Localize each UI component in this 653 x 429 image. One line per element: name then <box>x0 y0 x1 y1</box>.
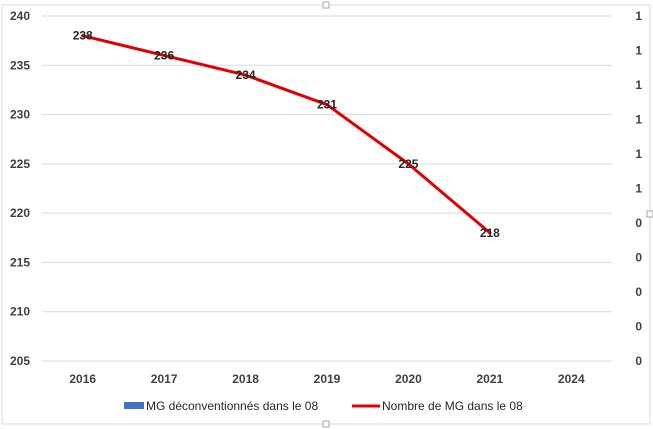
legend-swatch-bar <box>124 402 144 409</box>
y2-tick-label: 1 <box>635 182 642 196</box>
y-tick-label: 240 <box>10 9 30 23</box>
data-label: 234 <box>236 68 256 82</box>
x-tick-label: 2016 <box>69 372 96 386</box>
x-tick-label: 2021 <box>477 372 504 386</box>
chart-frame <box>1 4 651 425</box>
y-tick-label: 225 <box>10 157 30 171</box>
data-label: 236 <box>154 48 174 62</box>
x-tick-label: 2017 <box>151 372 178 386</box>
data-label: 218 <box>480 226 500 240</box>
gridlines <box>42 15 612 362</box>
legend-label-bar: MG déconventionnés dans le 08 <box>146 399 318 413</box>
legend: MG déconventionnés dans le 08 Nombre de M… <box>124 399 523 413</box>
x-axis: 2016 2017 2018 2019 2020 2021 2024 <box>69 372 585 386</box>
data-label: 238 <box>73 29 93 43</box>
y-tick-label: 235 <box>10 58 30 72</box>
y2-tick-label: 1 <box>635 147 642 161</box>
y-tick-label: 220 <box>10 206 30 220</box>
y2-tick-label: 0 <box>635 216 642 230</box>
line-point <box>244 73 248 77</box>
line-point <box>325 103 329 107</box>
series-layer <box>81 34 492 235</box>
data-label: 225 <box>398 157 418 171</box>
data-labels: 238 236 234 231 225 218 <box>73 29 500 240</box>
y2-tick-label: 0 <box>635 285 642 299</box>
resize-handle <box>322 420 330 428</box>
y-axis-secondary: 1 1 1 1 1 1 0 0 0 0 0 <box>635 9 642 368</box>
resize-handles <box>322 1 653 428</box>
resize-handle <box>322 1 330 9</box>
series-line-nombre-mg <box>81 34 492 235</box>
x-tick-label: 2020 <box>395 372 422 386</box>
y2-tick-label: 0 <box>635 320 642 334</box>
data-label: 231 <box>317 98 337 112</box>
y2-tick-label: 0 <box>635 354 642 368</box>
y-tick-label: 210 <box>10 305 30 319</box>
resize-handle <box>646 210 653 218</box>
x-tick-label: 2018 <box>232 372 259 386</box>
y-tick-label: 205 <box>10 354 30 368</box>
line-point <box>162 53 166 57</box>
y2-tick-label: 0 <box>635 251 642 265</box>
y2-tick-label: 1 <box>635 78 642 92</box>
line-point <box>81 34 85 38</box>
y-axis-primary: 240 235 230 225 220 215 210 205 <box>10 9 30 368</box>
y2-tick-label: 1 <box>635 9 642 23</box>
y2-tick-label: 1 <box>635 44 642 58</box>
line-point <box>406 162 410 166</box>
x-tick-label: 2019 <box>314 372 341 386</box>
y2-tick-label: 1 <box>635 113 642 127</box>
line-point <box>488 231 492 235</box>
legend-label-line: Nombre de MG dans le 08 <box>382 399 523 413</box>
x-tick-label: 2024 <box>558 372 585 386</box>
y-tick-label: 215 <box>10 255 30 269</box>
y-tick-label: 230 <box>10 108 30 122</box>
